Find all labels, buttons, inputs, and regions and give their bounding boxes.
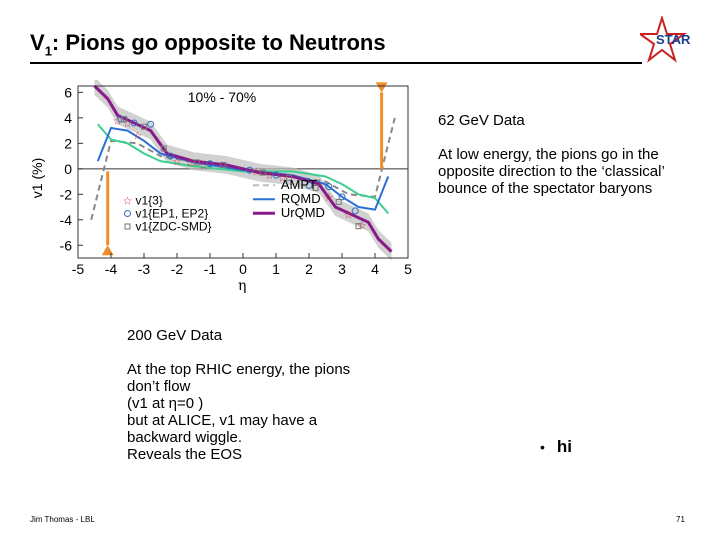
bullet-text: hi (556, 437, 573, 456)
x-tick-label: -5 (72, 261, 85, 277)
x-axis-label: η (238, 278, 246, 294)
data-point: ☆ (172, 155, 182, 168)
star-logo-shape (640, 16, 688, 63)
title-subscript: 1 (44, 43, 52, 59)
data-point (272, 171, 280, 179)
legend-label: RQMD (281, 191, 321, 206)
data-point (166, 152, 174, 160)
y-tick-label: -6 (60, 237, 73, 253)
data-point (305, 181, 313, 189)
y-tick-label: -4 (60, 212, 73, 228)
data-point: ☆ (198, 159, 208, 172)
data-point (193, 159, 200, 166)
legend-marker (124, 209, 131, 217)
data-point (141, 123, 147, 130)
y-axis-label: v1 (%) (29, 158, 45, 198)
chart-title: 10% - 70% (188, 89, 256, 105)
x-tick-label: 5 (404, 261, 412, 277)
data-point (355, 223, 362, 230)
axes: -5 -4 -3 -2 -1 0 1 2 3 4 5 -6 -4 -2 0 2 4 6 (60, 84, 413, 277)
legend-label: v1{EP1, EP2} (136, 206, 209, 220)
data-point (312, 184, 319, 191)
data-point: ☆ (123, 117, 133, 130)
data-point: ☆ (344, 209, 354, 222)
arrow-down-head (101, 245, 114, 256)
model-lines (90, 84, 396, 253)
data-point: ☆ (132, 130, 142, 143)
y-tick-label: 0 (64, 161, 72, 177)
y-tick-label: 4 (64, 110, 72, 126)
x-tick-label: 1 (272, 261, 280, 277)
legend-marker (124, 223, 131, 230)
legend-label: AMPT (281, 177, 317, 192)
y-tick-label: -2 (60, 186, 73, 202)
data-point: ☆ (324, 191, 334, 204)
arrow-up-head (375, 82, 388, 93)
title-rule (30, 62, 642, 64)
data-point (259, 169, 266, 176)
data-point (220, 161, 227, 168)
footer-author: Jim Thomas - LBL (30, 515, 95, 524)
y-tick-label: 2 (64, 135, 72, 151)
x-tick-label: 4 (371, 261, 379, 277)
x-tick-label: -1 (204, 261, 217, 277)
legend-label: UrQMD (281, 205, 325, 220)
legend: ☆ v1{3}v1{EP1, EP2}v1{ZDC-SMD} AMPTRQMDUrQ… (123, 177, 325, 233)
page-number: 71 (676, 515, 685, 524)
data-point (338, 193, 346, 201)
series-line (93, 84, 393, 253)
data-point (246, 166, 254, 174)
data-point: ☆ (113, 114, 123, 127)
x-tick-label: -2 (171, 261, 184, 277)
x-tick-label: -3 (138, 261, 151, 277)
series-line (97, 123, 389, 215)
x-tick-label: 0 (239, 261, 247, 277)
data-point (335, 198, 342, 205)
title-text: : Pions go opposite to Neutrons (51, 30, 386, 55)
data-point: ☆ (278, 172, 288, 185)
y-tick-label: 6 (64, 84, 72, 100)
data-point: ☆ (251, 165, 261, 178)
data-point: ☆ (185, 156, 195, 169)
data-point (286, 174, 293, 181)
data-point (130, 119, 138, 127)
title-v: V (30, 30, 45, 55)
text-block-200gev: 200 GeV Data At the top RHIC energy, the… (127, 327, 351, 463)
star-logo-text: STAR (656, 32, 691, 47)
data-point (325, 183, 333, 191)
bullet-item: • hi (540, 437, 572, 457)
data-point (160, 145, 167, 152)
arrows (101, 82, 388, 256)
slide-title: V1: Pions go opposite to Neutrons (30, 30, 386, 58)
legend-marker: ☆ (123, 195, 133, 207)
x-tick-label: 2 (305, 261, 313, 277)
data-point (117, 115, 125, 123)
data-point (351, 207, 359, 215)
x-tick-label: -4 (105, 261, 118, 277)
legend-label: v1{ZDC-SMD} (136, 219, 212, 233)
data-point: ☆ (357, 219, 367, 232)
legend-label: v1{3} (136, 193, 163, 207)
data-point (147, 120, 155, 128)
v1-eta-chart: ☆ ☆☆☆ ☆ ☆ ☆ ☆ ☆☆☆☆ -5 -4 -3 -2 -1 0 1 2 3 4 5-6-4-20246 … (29, 80, 413, 294)
data-point (121, 116, 128, 123)
data-point: ☆ (264, 169, 274, 182)
data-points: ☆ ☆☆☆ ☆ ☆ ☆ ☆ ☆☆☆☆ (113, 114, 367, 231)
star-logo: STAR (640, 16, 691, 63)
data-point (206, 160, 214, 168)
bullet-dot-icon: • (540, 439, 545, 455)
text-block-62gev: 62 GeV Data At low energy, the pions go … (438, 112, 665, 197)
x-tick-label: 3 (338, 261, 346, 277)
